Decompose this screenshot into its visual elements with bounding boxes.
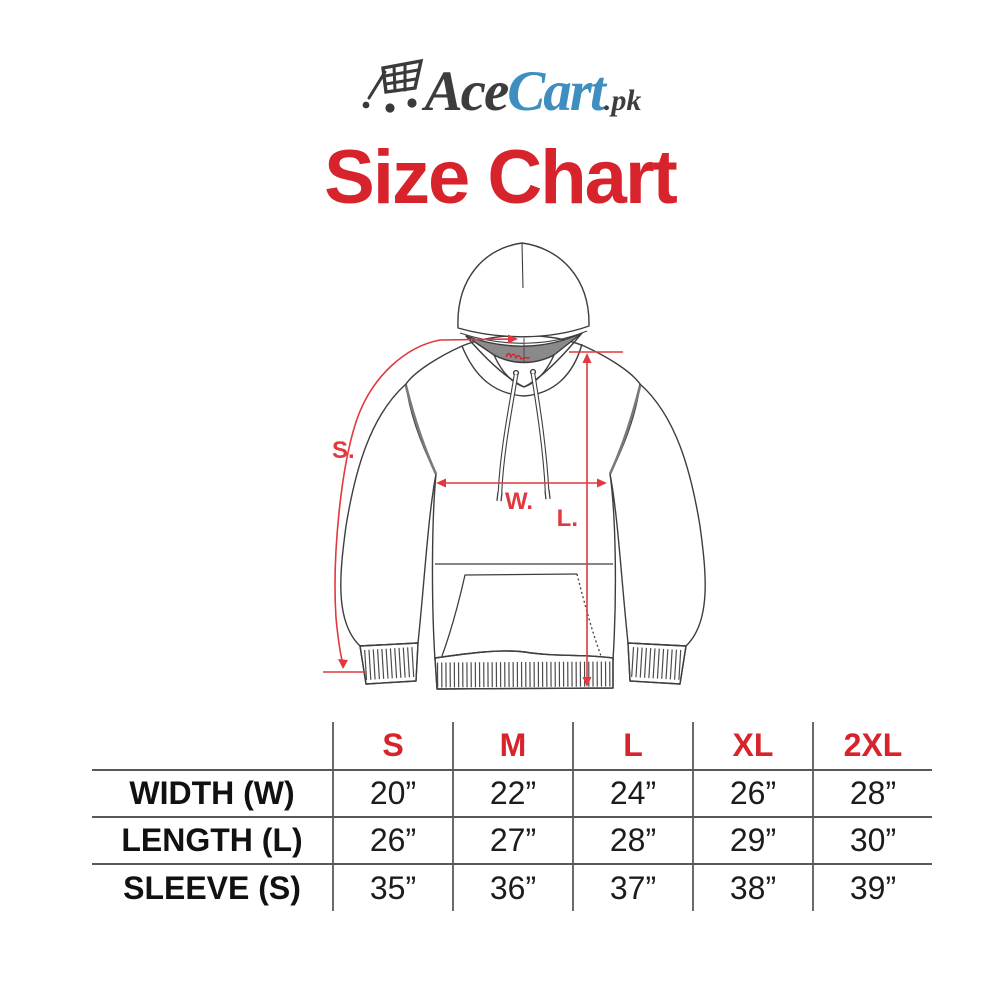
length-m: 27” bbox=[452, 817, 573, 865]
left-cuff bbox=[359, 642, 419, 685]
brand-wordmark: Ace Cart .pk bbox=[425, 63, 642, 120]
left-armhole-seam bbox=[404, 385, 438, 475]
width-measure-line bbox=[436, 478, 607, 488]
cart-wheel-left bbox=[385, 103, 395, 113]
drawstrings bbox=[496, 373, 551, 502]
measurement-annotations: S. W. L. bbox=[323, 334, 623, 687]
row-label-length: LENGTH (L) bbox=[92, 817, 333, 865]
width-measure-label: W. bbox=[505, 488, 533, 515]
size-column-header-s: S bbox=[332, 722, 453, 771]
hood bbox=[457, 242, 590, 397]
sleeve-measure-line bbox=[323, 334, 518, 673]
neckband-curve bbox=[461, 343, 583, 397]
size-column-header-m: M bbox=[452, 722, 573, 771]
size-column-header-l: L bbox=[572, 722, 693, 771]
sleeve-l: 37” bbox=[572, 864, 693, 911]
sleeve-s: 35” bbox=[332, 864, 453, 911]
hoodie-illustration: S. W. L. bbox=[323, 242, 706, 690]
width-2xl: 28” bbox=[812, 770, 932, 818]
width-s: 20” bbox=[332, 770, 453, 818]
brand-logo: Ace Cart .pk bbox=[0, 36, 1000, 120]
size-table-corner-cell bbox=[92, 722, 333, 771]
page-title: Size Chart bbox=[324, 135, 678, 220]
hood-center-seam bbox=[521, 242, 524, 289]
brand-domain-suffix: .pk bbox=[603, 84, 642, 117]
sleeve-measure-label: S. bbox=[332, 437, 355, 464]
table-row-length: LENGTH (L) 26” 27” 28” 29” 30” bbox=[92, 817, 932, 865]
size-column-header-2xl: 2XL bbox=[812, 722, 932, 771]
cart-wheel-right bbox=[407, 98, 417, 108]
right-cuff bbox=[627, 642, 687, 685]
cart-dot bbox=[362, 101, 370, 109]
hem-band bbox=[434, 650, 614, 690]
brand-name-part1: Ace bbox=[424, 60, 510, 123]
length-measure-line bbox=[569, 351, 623, 687]
row-label-width: WIDTH (W) bbox=[92, 770, 333, 818]
drawstring-eyelet-left bbox=[512, 369, 520, 377]
hoodie-measurement-diagram: S. W. L. bbox=[310, 226, 710, 726]
width-xl: 26” bbox=[692, 770, 813, 818]
sleeve-2xl: 39” bbox=[812, 864, 932, 911]
shopping-cart-icon bbox=[362, 58, 423, 113]
brand-name-part2: Cart bbox=[507, 60, 606, 123]
hood-front-edge-left bbox=[465, 335, 525, 388]
kangaroo-pocket bbox=[441, 573, 602, 657]
width-m: 22” bbox=[452, 770, 573, 818]
width-l: 24” bbox=[572, 770, 693, 818]
table-row-width: WIDTH (W) 20” 22” 24” 26” 28” bbox=[92, 770, 932, 818]
size-column-header-xl: XL bbox=[692, 722, 813, 771]
brand-tag bbox=[505, 352, 531, 360]
hood-brim-trim bbox=[459, 330, 588, 344]
length-measure-label: L. bbox=[557, 505, 578, 532]
right-armhole-seam bbox=[608, 385, 642, 475]
drawstring-eyelet-right bbox=[529, 368, 537, 376]
sleeve-xl: 38” bbox=[692, 864, 813, 911]
length-s: 26” bbox=[332, 817, 453, 865]
length-2xl: 30” bbox=[812, 817, 932, 865]
sleeve-m: 36” bbox=[452, 864, 573, 911]
row-label-sleeve: SLEEVE (S) bbox=[123, 869, 301, 906]
length-l: 28” bbox=[572, 817, 693, 865]
hood-front-edge-right bbox=[523, 332, 583, 388]
size-table: S M L XL 2XL WIDTH (W) 20” 22” 24” 26” 2… bbox=[92, 722, 932, 911]
table-row-sleeve: SLEEVE (S) 35” 36” 37” 38” 39” bbox=[92, 864, 932, 911]
length-xl: 29” bbox=[692, 817, 813, 865]
size-table-header-row: S M L XL 2XL bbox=[92, 722, 932, 771]
